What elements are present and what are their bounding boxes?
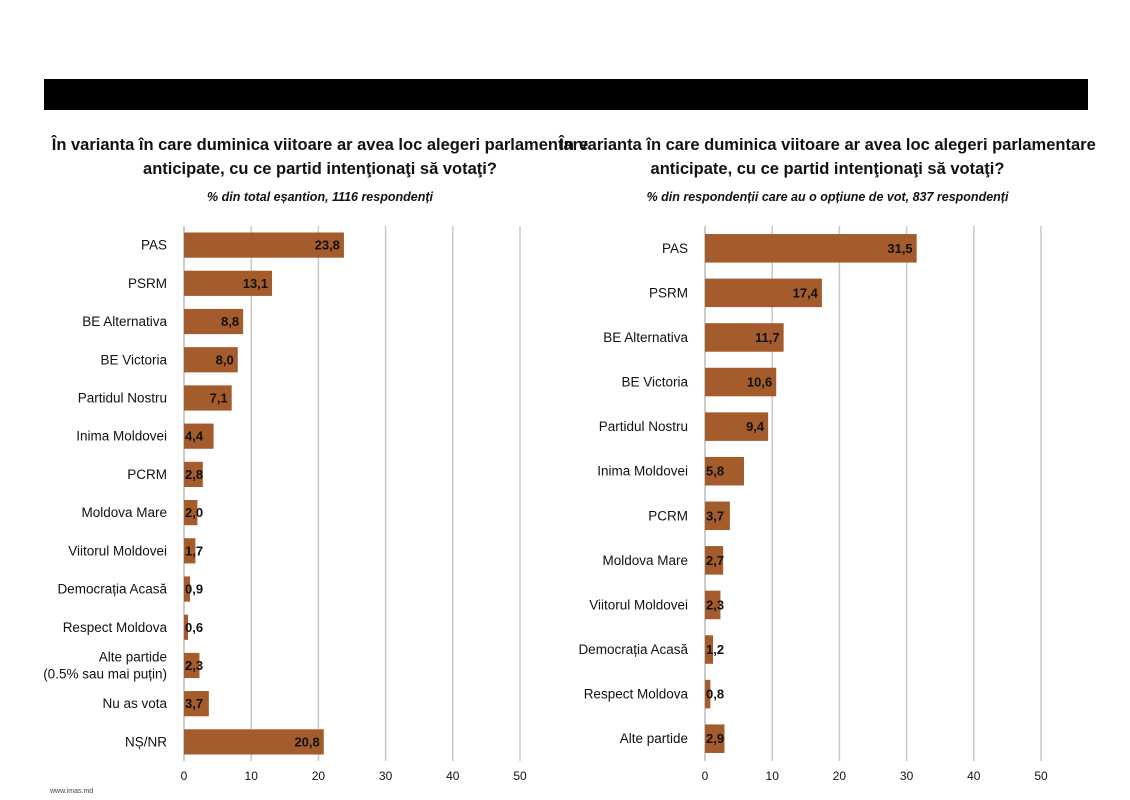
source-url: www.imas.md <box>50 788 94 795</box>
bar <box>705 546 724 575</box>
bar-value-label: 31,5 <box>887 241 912 256</box>
bar-value-label: 2,3 <box>706 597 724 612</box>
bar-value-label: 7,1 <box>210 390 228 405</box>
x-tick-label: 10 <box>766 769 780 783</box>
x-tick-label: 0 <box>181 769 188 783</box>
bar <box>184 347 238 373</box>
bar <box>705 278 822 308</box>
bar-value-label: 5,8 <box>706 464 724 479</box>
category-label: Alte partide (0.5% sau mai puțin) <box>43 649 167 681</box>
bar <box>184 614 189 640</box>
category-label: Inima Moldovei <box>76 429 167 444</box>
bar <box>184 461 203 488</box>
bar-value-label: 11,7 <box>755 330 780 345</box>
bar <box>184 538 196 564</box>
bar <box>705 323 784 352</box>
bar <box>184 729 324 755</box>
x-tick-label: 40 <box>446 769 460 783</box>
bar-value-label: 10,6 <box>747 375 772 390</box>
category-label: Moldova Mare <box>602 553 688 568</box>
bar-value-label: 8,8 <box>221 314 239 329</box>
bar <box>705 234 917 263</box>
bar-value-label: 0,8 <box>706 687 724 702</box>
bar-value-label: 8,0 <box>216 352 234 367</box>
category-label: Democrația Acasă <box>578 642 688 657</box>
bar <box>184 270 273 296</box>
chart-subtitle-right: % din respondenții care au o opțiune de … <box>646 190 1009 204</box>
x-tick-label: 50 <box>1034 769 1048 783</box>
bar <box>184 385 232 411</box>
chart-title-right: În varianta în care duminica viitoare ar… <box>559 136 1096 178</box>
category-label: Viitorul Moldovei <box>589 597 688 612</box>
chart-title-left: În varianta în care duminica viitoare ar… <box>51 136 589 178</box>
bar <box>184 691 209 717</box>
bar <box>705 590 721 620</box>
bar <box>705 635 714 664</box>
category-label: Nu as vota <box>102 696 167 711</box>
x-tick-label: 50 <box>513 769 527 783</box>
bar <box>705 412 769 441</box>
category-label: Partidul Nostru <box>78 390 167 405</box>
bar <box>705 501 730 531</box>
chart-subtitle-left: % din total eșantion, 1116 respondenți <box>207 190 433 204</box>
category-label: Inima Moldovei <box>597 464 688 479</box>
bar-chart-left: 23,8 PAS 13,1 PSRM 8,8 BE Alternativa 8,0 BE Vi… <box>43 226 527 783</box>
bar-value-label: 3,7 <box>706 508 724 523</box>
category-label: Democrația Acasă <box>57 582 167 597</box>
bar-value-label: 1,2 <box>706 642 724 657</box>
category-label: NȘ/NR <box>125 734 167 749</box>
bar <box>705 679 711 709</box>
bar-value-label: 3,7 <box>185 696 203 711</box>
category-label: Moldova Mare <box>81 505 167 520</box>
bar <box>184 308 244 335</box>
x-tick-label: 30 <box>900 769 914 783</box>
bar-value-label: 4,4 <box>185 429 204 444</box>
x-tick-label: 30 <box>379 769 393 783</box>
category-label: PCRM <box>648 508 688 523</box>
category-label: BE Victoria <box>100 352 167 367</box>
x-tick-label: 0 <box>702 769 709 783</box>
bar-value-label: 0,6 <box>185 620 203 635</box>
bar-value-label: 2,0 <box>185 505 203 520</box>
header-bar <box>44 79 1088 110</box>
bar <box>184 423 214 449</box>
bar <box>184 652 200 679</box>
bar-value-label: 1,7 <box>185 543 203 558</box>
bar-value-label: 2,8 <box>185 467 203 482</box>
bar-value-label: 9,4 <box>746 419 765 434</box>
category-label: BE Victoria <box>621 375 688 390</box>
x-tick-label: 40 <box>967 769 981 783</box>
category-label: PSRM <box>128 276 167 291</box>
bar <box>184 499 198 526</box>
x-tick-label: 20 <box>833 769 847 783</box>
bar-value-label: 13,1 <box>243 276 268 291</box>
category-label: Alte partide <box>620 731 688 746</box>
bar-value-label: 23,8 <box>315 238 340 253</box>
x-tick-label: 20 <box>312 769 326 783</box>
bar-value-label: 2,9 <box>706 731 724 746</box>
category-label: PCRM <box>127 467 167 482</box>
bar <box>184 232 344 258</box>
category-label: Viitorul Moldovei <box>68 543 167 558</box>
bar <box>705 724 725 753</box>
x-tick-label: 10 <box>245 769 259 783</box>
category-label: Partidul Nostru <box>599 419 688 434</box>
bar-value-label: 20,8 <box>294 734 319 749</box>
bar <box>705 456 744 486</box>
bar-value-label: 2,3 <box>185 658 203 673</box>
bar-value-label: 0,9 <box>185 582 203 597</box>
bar-value-label: 2,7 <box>706 553 724 568</box>
bar-value-label: 17,4 <box>793 285 819 300</box>
category-label: Respect Moldova <box>63 620 168 635</box>
bar <box>184 576 191 602</box>
category-label: PSRM <box>649 285 688 300</box>
category-label: BE Alternativa <box>82 314 167 329</box>
category-label: PAS <box>662 241 688 256</box>
bar <box>705 367 777 397</box>
category-label: BE Alternativa <box>603 330 688 345</box>
category-label: PAS <box>141 238 167 253</box>
category-label: Respect Moldova <box>584 687 689 702</box>
